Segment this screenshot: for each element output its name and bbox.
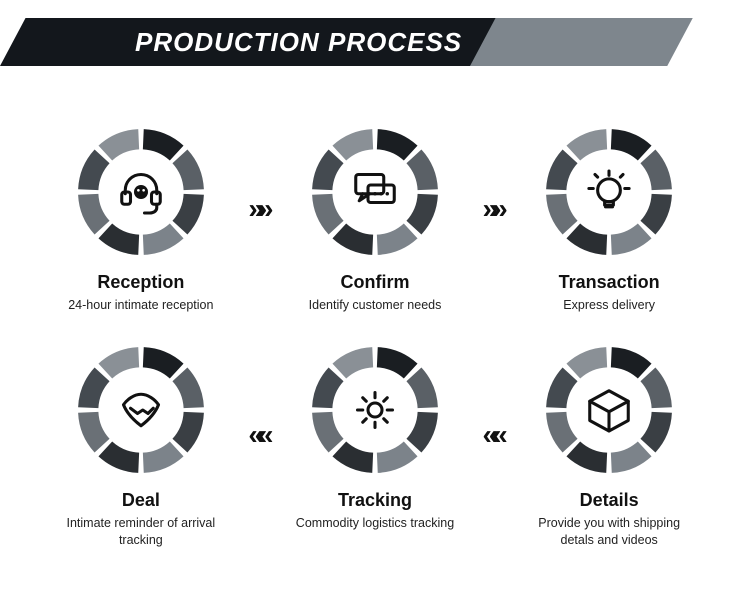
row-1: Reception 24-hour intimate reception »» … [0,126,750,314]
step-title: Transaction [559,272,660,293]
step-title: Confirm [341,272,410,293]
step-subtitle: 24-hour intimate reception [68,297,213,314]
step-tracking: Tracking Commodity logistics tracking [288,344,463,532]
step-subtitle: Commodity logistics tracking [296,515,454,532]
chat-icon [309,126,441,258]
step-subtitle: Intimate reminder of arrival tracking [56,515,226,549]
step-title: Reception [97,272,184,293]
step-title: Details [580,490,639,511]
step-title: Tracking [338,490,412,511]
arrow-back: «« [483,369,502,451]
handshake-icon [75,344,207,476]
process-rows: Reception 24-hour intimate reception »» … [0,126,750,549]
arrow-forward: »» [483,143,502,225]
step-title: Deal [122,490,160,511]
step-details: Details Provide you with shipping detals… [522,344,697,549]
gear-icon [309,344,441,476]
banner-title: PRODUCTION PROCESS [135,18,462,66]
arrow-forward: »» [248,143,267,225]
box-icon [543,344,675,476]
row-2: Deal Intimate reminder of arrival tracki… [0,344,750,549]
headset-icon [75,126,207,258]
banner: PRODUCTION PROCESS [0,18,750,66]
step-subtitle: Identify customer needs [309,297,442,314]
step-reception: Reception 24-hour intimate reception [53,126,228,314]
step-deal: Deal Intimate reminder of arrival tracki… [53,344,228,549]
arrow-back: «« [248,369,267,451]
bulb-icon [543,126,675,258]
step-transaction: Transaction Express delivery [522,126,697,314]
step-subtitle: Express delivery [563,297,655,314]
step-confirm: Confirm Identify customer needs [288,126,463,314]
step-subtitle: Provide you with shipping detals and vid… [524,515,694,549]
